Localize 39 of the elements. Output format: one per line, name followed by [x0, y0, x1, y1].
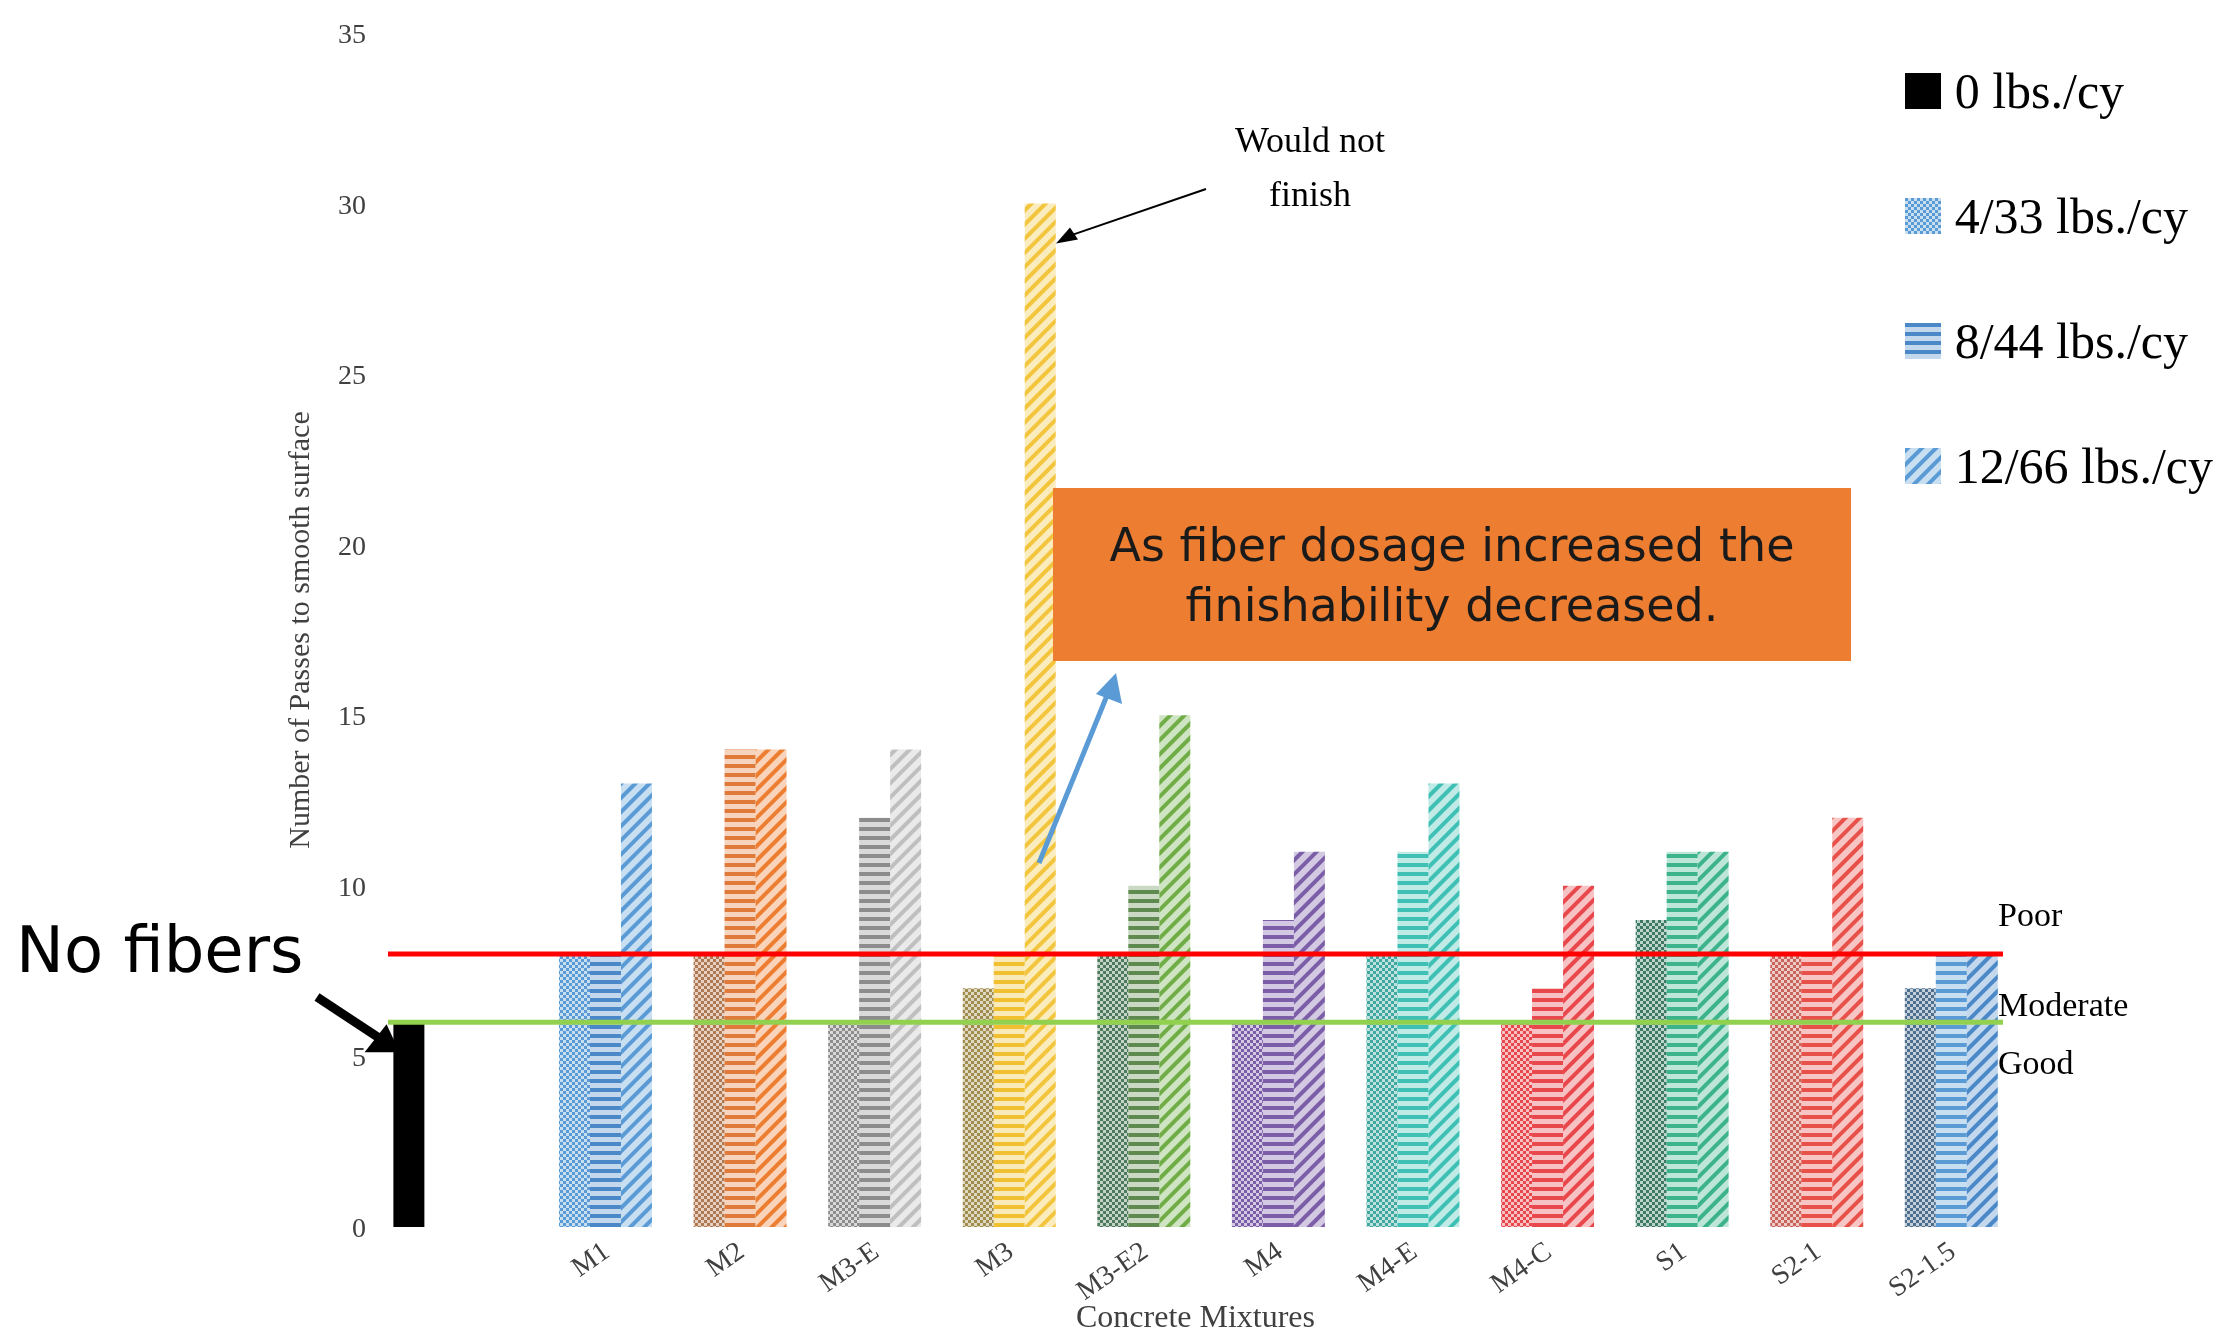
- y-tick-label: 5: [352, 1041, 366, 1073]
- bar: [755, 749, 787, 1227]
- y-axis-title: Number of Passes to smooth surface: [281, 411, 315, 849]
- bar: [993, 954, 1025, 1227]
- y-tick-label: 20: [338, 529, 366, 561]
- bar: [1159, 715, 1191, 1227]
- bar: [693, 954, 725, 1227]
- legend-label: 4/33 lbs./cy: [1954, 186, 2188, 245]
- legend-label: 0 lbs./cy: [1954, 61, 2125, 120]
- annotation: Moderate: [1998, 986, 2129, 1025]
- y-tick-label: 30: [338, 188, 366, 220]
- x-tick-label: M2: [699, 1234, 750, 1283]
- bar: [1097, 954, 1129, 1227]
- bar: [890, 749, 922, 1227]
- annotation: Would not finish: [1234, 119, 1387, 216]
- bar: [724, 749, 756, 1227]
- bar: [1904, 988, 1936, 1227]
- x-tick-label: S1: [1649, 1234, 1692, 1278]
- x-tick-label: S2-1: [1764, 1234, 1826, 1291]
- bar: [1128, 885, 1160, 1227]
- y-tick-label: 25: [338, 359, 366, 391]
- y-tick-label: 15: [338, 700, 366, 732]
- x-tick-label: M4: [1237, 1234, 1288, 1283]
- annotation: Poor: [1998, 896, 2063, 935]
- bar: [393, 1022, 425, 1227]
- y-tick-label: 0: [352, 1211, 366, 1243]
- y-tick-label: 10: [338, 870, 366, 902]
- bar: [962, 988, 994, 1227]
- legend-label: 8/44 lbs./cy: [1954, 311, 2188, 370]
- x-tick-label: M3: [968, 1234, 1019, 1283]
- legend-label: 12/66 lbs./cy: [1954, 436, 2213, 495]
- bar: [1635, 919, 1667, 1227]
- bar: [1770, 954, 1802, 1227]
- annotation: Good: [1998, 1044, 2074, 1083]
- bar: [1366, 954, 1398, 1227]
- y-tick-label: 35: [338, 17, 366, 49]
- annotation: As fiber dosage increased the finishability decreased.: [1053, 488, 1851, 661]
- text: No fibers: [16, 913, 304, 987]
- x-tick-label: M1: [565, 1234, 615, 1283]
